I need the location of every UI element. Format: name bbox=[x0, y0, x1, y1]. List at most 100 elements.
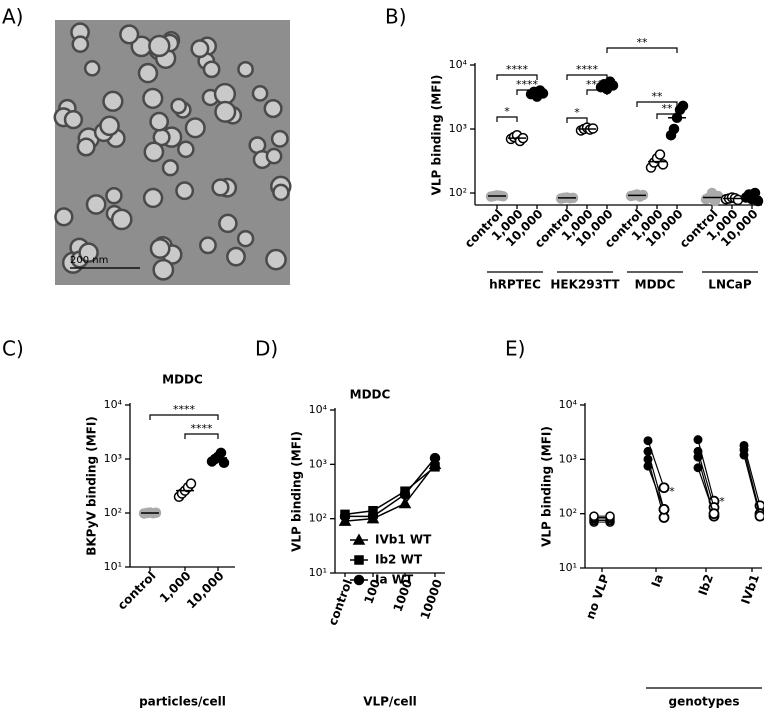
particle bbox=[137, 62, 159, 84]
legend-label: Ia WT bbox=[375, 573, 414, 587]
legend-marker bbox=[354, 555, 364, 565]
significance-label: **** bbox=[191, 422, 214, 435]
significance-bracket bbox=[636, 101, 678, 107]
y-tick-label: 10² bbox=[104, 506, 122, 519]
micrograph bbox=[53, 20, 292, 285]
data-point bbox=[399, 489, 411, 500]
y-tick-label: 10² bbox=[449, 186, 467, 199]
y-axis-label: VLP binding (MFI) bbox=[430, 75, 444, 196]
particle bbox=[211, 178, 230, 197]
panel-label: A) bbox=[2, 5, 23, 29]
data-point bbox=[752, 195, 764, 207]
data-point bbox=[643, 436, 653, 446]
y-tick-label: 10⁴ bbox=[559, 398, 578, 411]
panel-label: E) bbox=[505, 337, 525, 361]
x-tick-label: Ib2 bbox=[696, 572, 716, 597]
series-line bbox=[344, 463, 436, 522]
particle bbox=[110, 208, 133, 231]
y-tick-label: 10² bbox=[559, 507, 577, 520]
particle bbox=[99, 115, 120, 137]
particle bbox=[265, 147, 283, 165]
significance-bracket bbox=[566, 117, 588, 123]
particle bbox=[148, 34, 171, 58]
y-tick-label: 10¹ bbox=[309, 566, 327, 579]
group-label: hRPTEC bbox=[489, 278, 541, 292]
significance-bracket bbox=[184, 433, 219, 439]
significance-bracket bbox=[516, 89, 538, 95]
y-axis-label: VLP binding (MFI) bbox=[290, 431, 304, 552]
data-point bbox=[693, 452, 703, 462]
particle bbox=[76, 137, 96, 157]
particle bbox=[152, 258, 175, 281]
significance-label: **** bbox=[173, 403, 196, 416]
significance-label: **** bbox=[506, 63, 529, 76]
y-tick-label: 10⁴ bbox=[309, 403, 328, 416]
y-axis-label: VLP binding (MFI) bbox=[540, 426, 554, 547]
particle bbox=[170, 97, 187, 115]
data-point bbox=[754, 510, 764, 522]
y-tick-label: 10³ bbox=[104, 452, 122, 465]
x-tick-label: control bbox=[115, 569, 159, 613]
data-point bbox=[367, 511, 379, 522]
group-label: MDDC bbox=[635, 278, 676, 292]
series-line bbox=[345, 457, 436, 518]
particle bbox=[218, 213, 238, 234]
data-point bbox=[429, 452, 441, 464]
particle bbox=[102, 90, 124, 112]
data-point bbox=[398, 496, 412, 509]
legend-label: Ib2 WT bbox=[375, 553, 423, 567]
particle bbox=[226, 246, 246, 267]
significance-bracket bbox=[656, 113, 678, 119]
x-tick-label: IVb1 bbox=[738, 572, 762, 606]
pair-line bbox=[697, 467, 715, 514]
particle bbox=[83, 60, 101, 77]
particle bbox=[270, 129, 289, 148]
particle bbox=[263, 98, 283, 119]
significance-bracket bbox=[586, 89, 608, 95]
significance-bracket bbox=[496, 74, 538, 80]
particle bbox=[272, 183, 290, 202]
data-point bbox=[739, 450, 749, 460]
y-tick-label: 10³ bbox=[559, 452, 577, 465]
significance-bracket bbox=[496, 116, 518, 122]
y-axis-label: BKPyV binding (MFI) bbox=[85, 416, 99, 556]
particle bbox=[105, 186, 123, 205]
significance-label: **** bbox=[516, 78, 539, 91]
x-tick-label: 10000 bbox=[418, 577, 445, 621]
significance-bracket bbox=[149, 414, 219, 420]
x-tick-label: control bbox=[326, 577, 356, 627]
y-tick-label: 10⁴ bbox=[104, 398, 123, 411]
particle bbox=[85, 194, 107, 215]
x-axis-label: VLP/cell bbox=[363, 695, 417, 709]
particle bbox=[190, 39, 210, 59]
particle bbox=[142, 187, 164, 209]
particle bbox=[143, 141, 165, 163]
x-tick-label: no VLP bbox=[583, 572, 612, 621]
data-point bbox=[668, 123, 680, 135]
data-point bbox=[708, 508, 720, 520]
data-point bbox=[654, 149, 666, 160]
panel-label: C) bbox=[2, 337, 24, 361]
panel-label: B) bbox=[385, 5, 407, 29]
data-point bbox=[215, 447, 227, 459]
scale-bar-label: 200 nm bbox=[70, 255, 108, 266]
pair-line bbox=[697, 451, 715, 508]
particle bbox=[265, 248, 287, 271]
significance-label: * bbox=[719, 495, 725, 508]
data-point bbox=[643, 446, 653, 456]
particle bbox=[175, 181, 195, 201]
data-point bbox=[693, 435, 703, 445]
significance-label: * bbox=[504, 105, 510, 118]
particle bbox=[177, 140, 195, 159]
x-tick-label: Ia bbox=[649, 572, 666, 589]
significance-label: **** bbox=[576, 63, 599, 76]
chart-title: MDDC bbox=[350, 388, 391, 402]
data-point bbox=[185, 478, 197, 489]
data-point bbox=[658, 482, 670, 494]
significance-label: **** bbox=[586, 78, 609, 91]
significance-label: ** bbox=[637, 36, 649, 49]
y-tick-label: 10² bbox=[309, 512, 327, 525]
particle bbox=[119, 24, 140, 45]
significance-label: * bbox=[574, 106, 580, 119]
